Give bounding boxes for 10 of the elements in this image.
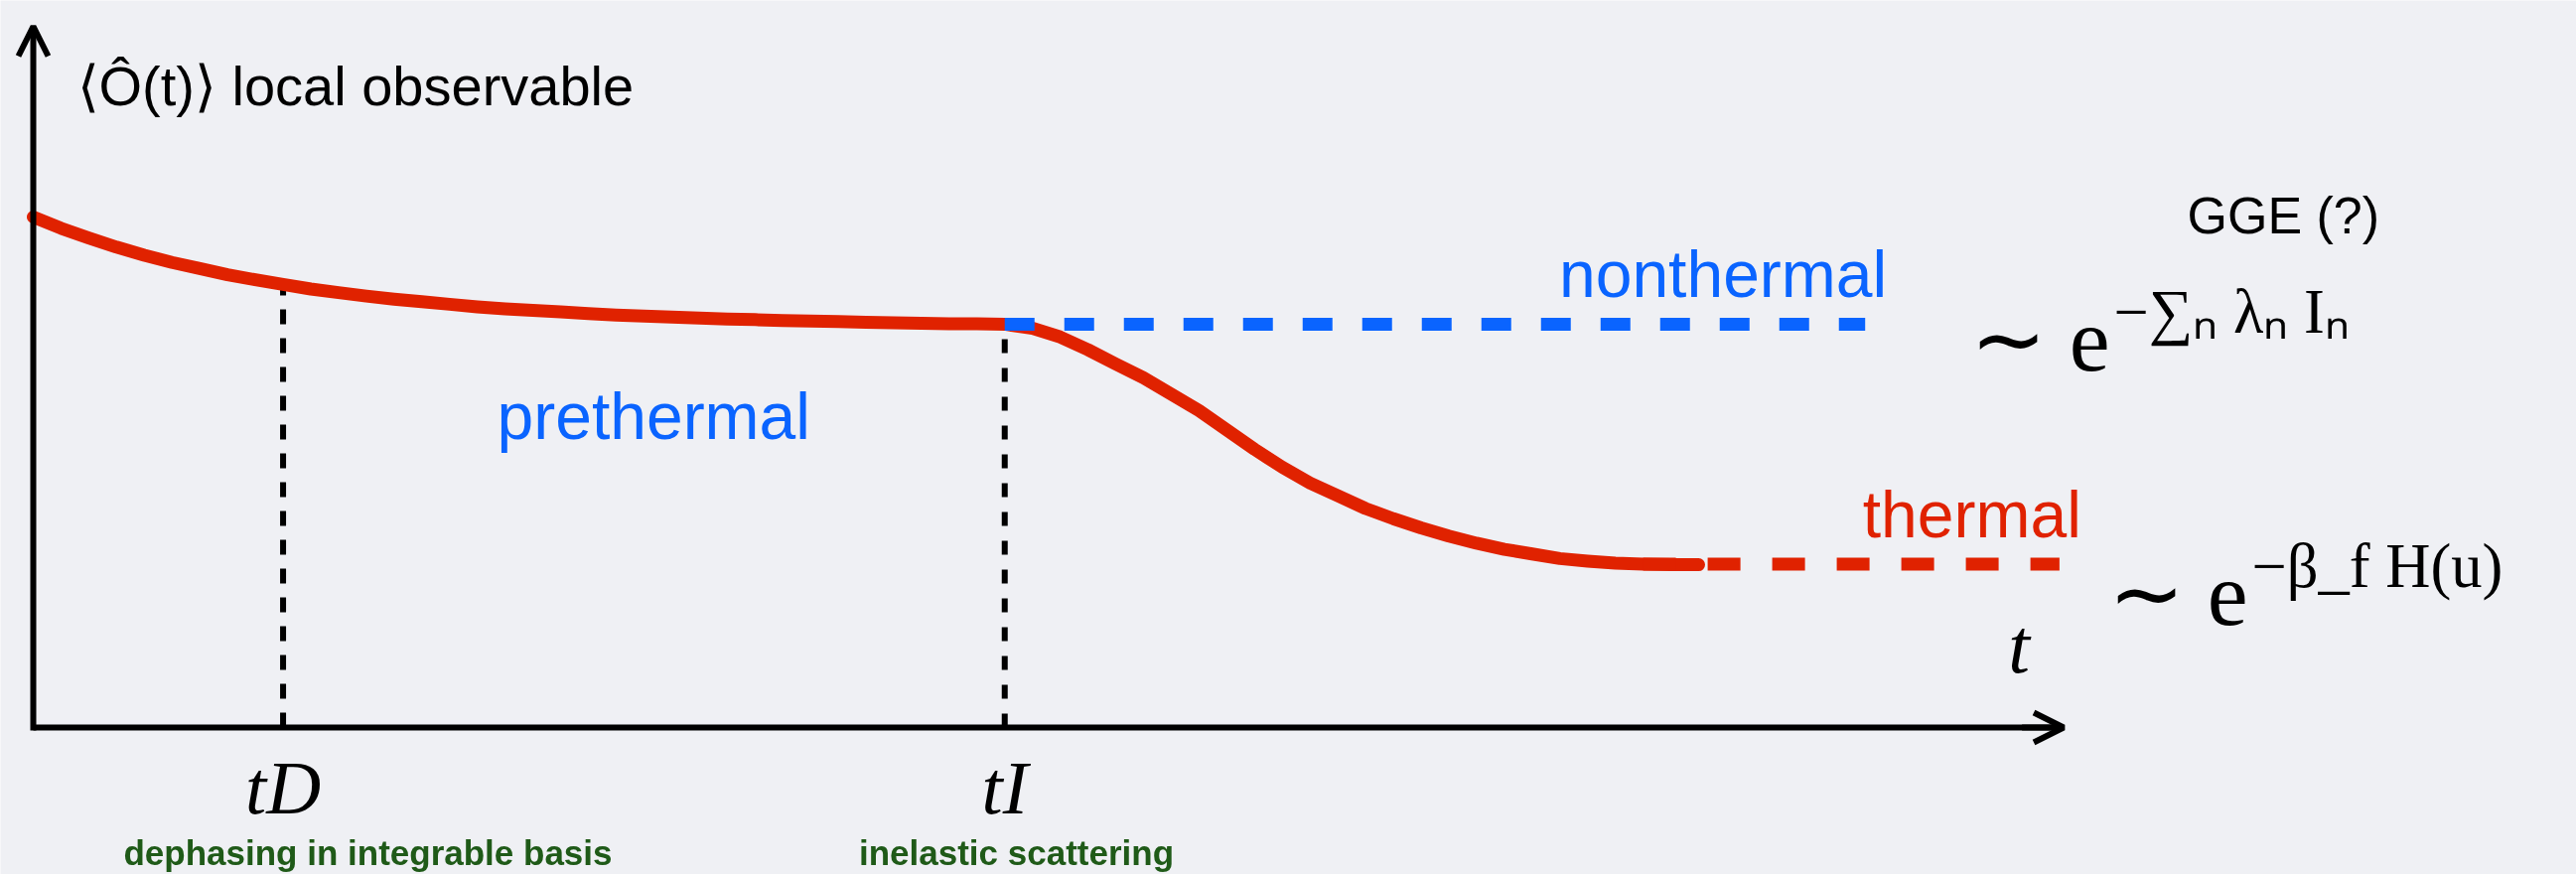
annotation: prethermal	[497, 378, 810, 453]
y-axis-title: ⟨Ô(t)⟩ local observable	[76, 55, 635, 117]
x-axis-title: t	[2008, 603, 2033, 689]
series-label: nonthermal	[1559, 237, 1888, 312]
text: inelastic scattering	[858, 833, 1175, 872]
text: GGE (?)	[2187, 186, 2380, 244]
text: dephasing in integrable basis	[123, 833, 613, 872]
series-label: thermal	[1862, 478, 2081, 552]
x-tick-label: tI	[981, 745, 1032, 829]
x-tick-label: tD	[245, 745, 322, 829]
